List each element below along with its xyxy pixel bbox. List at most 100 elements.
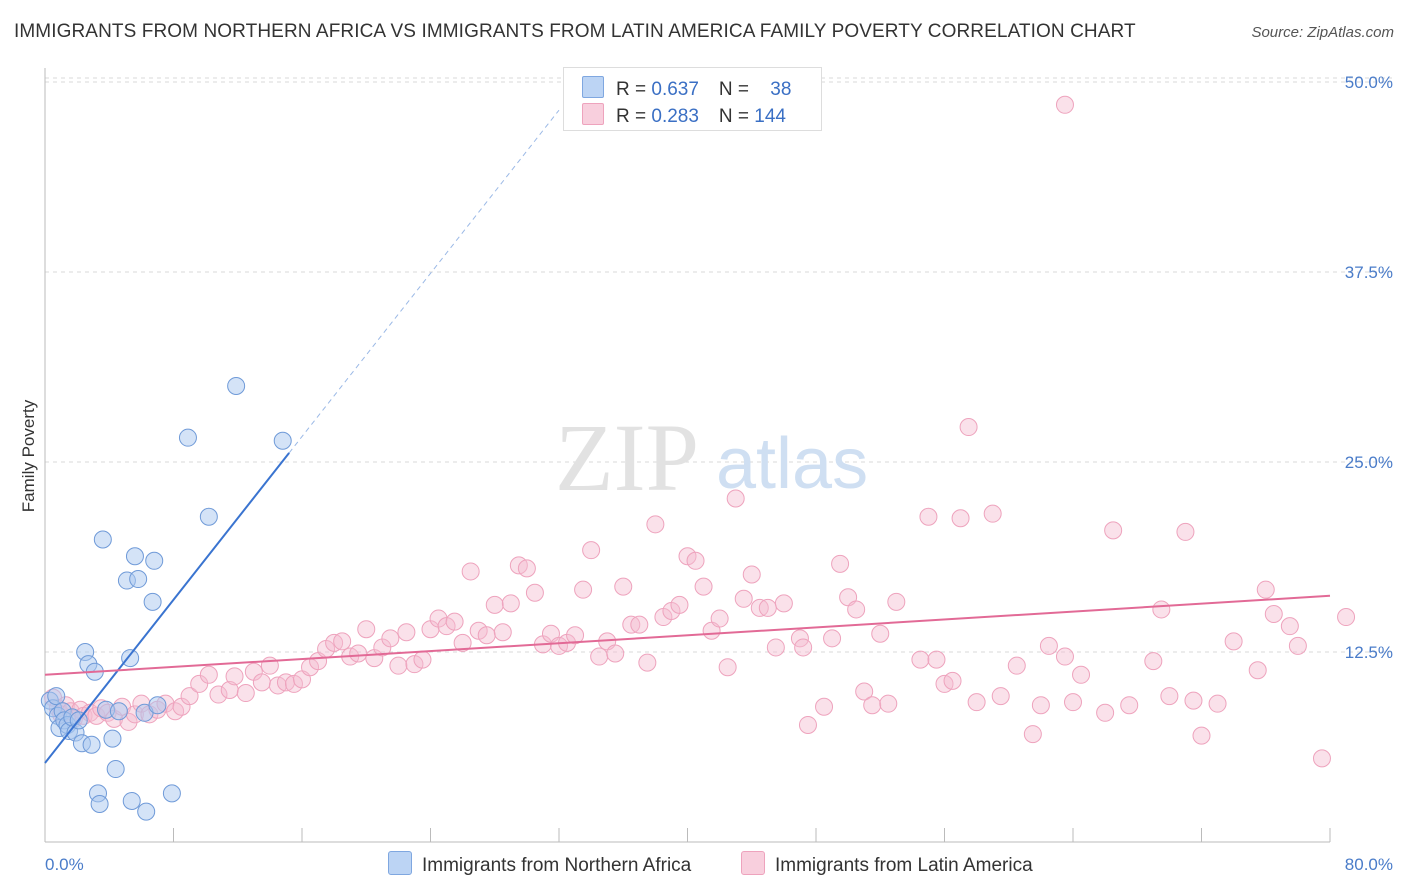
- northern-africa-point: [145, 551, 164, 570]
- latin-america-point: [614, 577, 633, 596]
- latin-america-point: [525, 583, 544, 602]
- latin-america-point: [694, 577, 713, 596]
- latin-america-point: [582, 541, 601, 560]
- tick-labels: 12.5% 25.0% 37.5% 50.0% 0.0% 80.0%: [45, 73, 1393, 874]
- y-tick-label: 12.5%: [1345, 643, 1393, 662]
- chart-title: IMMIGRANTS FROM NORTHERN AFRICA VS IMMIG…: [14, 21, 1136, 42]
- latin-america-point: [333, 632, 352, 651]
- y-axis-label: Family Poverty: [19, 399, 38, 512]
- latin-america-point: [1337, 608, 1356, 627]
- latin-america-point: [911, 650, 930, 669]
- latin-america-point: [1055, 95, 1074, 114]
- latin-america-point: [630, 615, 649, 634]
- northern-africa-point: [143, 592, 162, 611]
- latin-america-point: [991, 687, 1010, 706]
- latin-america-point: [517, 559, 536, 578]
- northern-africa-point: [47, 687, 66, 706]
- x-tick-label: 80.0%: [1345, 855, 1393, 874]
- latin-america-point: [413, 650, 432, 669]
- latin-america-point: [815, 697, 834, 716]
- axes: [44, 68, 1331, 843]
- latin-america-point: [1104, 521, 1123, 540]
- latin-america-point: [1208, 694, 1227, 713]
- latin-america-point: [863, 696, 882, 715]
- latin-america-point: [1312, 749, 1331, 768]
- legend-swatch-blue: [582, 76, 604, 98]
- legend-r-value: 0.637: [651, 79, 699, 100]
- legend-r-label: R =: [616, 106, 652, 127]
- latin-america-point: [943, 671, 962, 690]
- latin-america-point: [1280, 617, 1299, 636]
- y-tick-label: 25.0%: [1345, 453, 1393, 472]
- stats-legend: R = 0.637 N = 38 R = 0.283 N = 144: [563, 67, 822, 131]
- latin-america-point: [879, 694, 898, 713]
- northern-africa-point: [137, 802, 156, 821]
- latin-america-point: [389, 656, 408, 675]
- northern-africa-point: [148, 696, 167, 715]
- latin-america-point: [794, 638, 813, 657]
- latin-america-point: [1256, 580, 1275, 599]
- latin-america-point: [190, 674, 209, 693]
- latin-america-point: [823, 629, 842, 648]
- bottom-legend-label: Immigrants from Northern Africa: [422, 855, 692, 876]
- latin-america-point: [1264, 605, 1283, 623]
- legend-n-label: N =: [718, 106, 755, 127]
- latin-america-point: [381, 629, 400, 648]
- latin-america-point: [1096, 703, 1115, 722]
- northern-africa-point: [106, 760, 125, 779]
- latin-america-point: [1160, 687, 1179, 706]
- northern-africa-point: [122, 791, 141, 810]
- bottom-legend-label: Immigrants from Latin America: [775, 855, 1033, 876]
- latin-america-point: [1192, 726, 1211, 745]
- latin-america-point: [501, 594, 520, 613]
- latin-america-point: [1120, 696, 1139, 715]
- northern-africa-trend: [44, 452, 290, 764]
- latin-america-point: [983, 504, 1002, 523]
- latin-america-point: [252, 673, 271, 692]
- latin-america-point: [967, 693, 986, 712]
- latin-america-point: [1039, 636, 1058, 655]
- latin-america-point: [734, 589, 753, 608]
- latin-america-point: [166, 702, 185, 721]
- northern-africa-point: [121, 649, 140, 668]
- legend-row-northern-africa: R = 0.637 N = 38: [582, 76, 791, 100]
- y-tick-label: 37.5%: [1345, 263, 1393, 282]
- bottom-legend-swatch-pink: [741, 851, 765, 875]
- source-label: Source: ZipAtlas.com: [1251, 24, 1394, 41]
- latin-america-point: [199, 665, 218, 684]
- legend-n-value: 38: [770, 79, 792, 100]
- latin-america-point: [445, 612, 464, 631]
- latin-america-point: [686, 551, 705, 570]
- latin-america-point: [710, 609, 729, 628]
- latin-america-point: [1152, 600, 1171, 619]
- bottom-legend-northern-africa: Immigrants from Northern Africa: [388, 851, 691, 877]
- legend-n-label: N =: [718, 79, 755, 100]
- latin-america-point: [1007, 656, 1026, 675]
- latin-america-point: [225, 667, 244, 686]
- bottom-legend-swatch-blue: [388, 851, 412, 875]
- latin-america-point: [887, 592, 906, 611]
- northern-africa-point: [93, 530, 112, 549]
- northern-africa-point: [129, 570, 148, 589]
- latin-america-point: [919, 507, 938, 526]
- latin-america-point: [1288, 636, 1307, 655]
- legend-n-value: 144: [754, 106, 786, 127]
- latin-america-point: [357, 620, 376, 639]
- latin-america-point: [646, 515, 665, 534]
- latin-america-point: [726, 489, 745, 508]
- latin-america-point: [1064, 693, 1082, 712]
- northern-africa-points: [40, 377, 292, 821]
- trend-lines: [44, 109, 1331, 764]
- watermark: ZIP atlas: [555, 404, 868, 511]
- latin-america-point: [1031, 696, 1050, 715]
- latin-america-point: [180, 687, 199, 706]
- latin-america-point: [606, 644, 625, 663]
- latin-america-point: [574, 580, 593, 599]
- latin-america-point: [1144, 652, 1163, 671]
- watermark-zip: ZIP: [555, 404, 699, 511]
- northern-africa-point: [82, 735, 101, 754]
- latin-america-point: [847, 600, 866, 619]
- latin-america-point: [461, 562, 480, 581]
- latin-america-point: [566, 626, 585, 645]
